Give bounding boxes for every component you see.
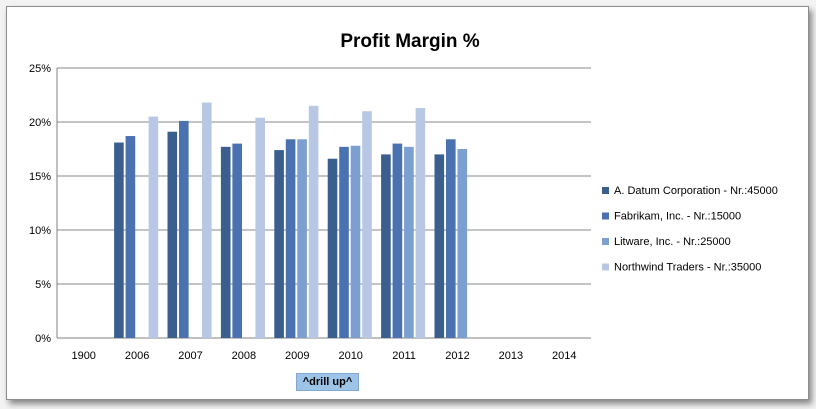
legend-entry: Fabrikam, Inc. - Nr.:15000 [614,211,741,223]
bar[interactable] [232,143,242,338]
y-tick-label: 0% [35,333,51,345]
bar[interactable] [415,107,426,339]
bar[interactable] [381,154,391,338]
bar[interactable] [274,150,284,338]
x-tick-label: 2006 [125,350,149,362]
legend-entry: A. Datum Corporation - Nr.:45000 [614,185,778,197]
legend-swatch [602,238,609,245]
bar[interactable] [392,143,403,338]
x-tick-label: 2013 [499,350,523,362]
legend-entry: Northwind Traders - Nr.:35000 [614,262,761,274]
bar[interactable] [446,139,456,338]
x-tick-label: 2009 [285,350,309,362]
x-tick-label: 2008 [232,350,256,362]
y-tick-label: 20% [29,117,51,129]
legend-entry: Litware, Inc. - Nr.:25000 [614,236,731,248]
bar[interactable] [167,131,178,338]
bar[interactable] [125,136,136,338]
bar[interactable] [350,145,361,338]
bar[interactable] [179,120,189,338]
x-tick-label: 2007 [178,350,202,362]
y-tick-label: 10% [29,225,51,237]
x-tick-label: 1900 [71,350,95,362]
x-tick-label: 2012 [445,350,469,362]
x-tick-label: 2011 [392,350,416,362]
y-tick-label: 15% [29,171,51,183]
bar[interactable] [297,139,307,338]
bar[interactable] [285,139,296,338]
bar[interactable] [308,105,319,338]
bar[interactable] [114,142,124,338]
legend-swatch [602,263,609,271]
bar[interactable] [202,102,212,338]
legend-swatch [602,187,609,194]
bar[interactable] [327,158,338,338]
bar[interactable] [362,111,372,338]
chart-title: Profit Margin % [340,31,479,52]
legend-swatch [602,212,609,220]
x-tick-label: 2010 [338,350,362,362]
bar[interactable] [434,154,445,338]
drill-up-button[interactable]: ^drill up^ [296,373,359,391]
bar[interactable] [457,149,468,338]
bar[interactable] [255,117,265,339]
bar[interactable] [339,146,349,338]
profit-margin-chart: Profit Margin % 1900 2006 2007 2008 2009 2010… [29,31,778,362]
bar[interactable] [404,146,414,338]
bar[interactable] [148,116,159,338]
chart-frame: Profit Margin % 1900 2006 2007 2008 2009 2010… [6,6,809,400]
y-tick-label: 25% [29,63,51,75]
bar[interactable] [220,146,231,338]
y-tick-label: 5% [35,279,51,291]
x-tick-label: 2014 [552,350,576,362]
